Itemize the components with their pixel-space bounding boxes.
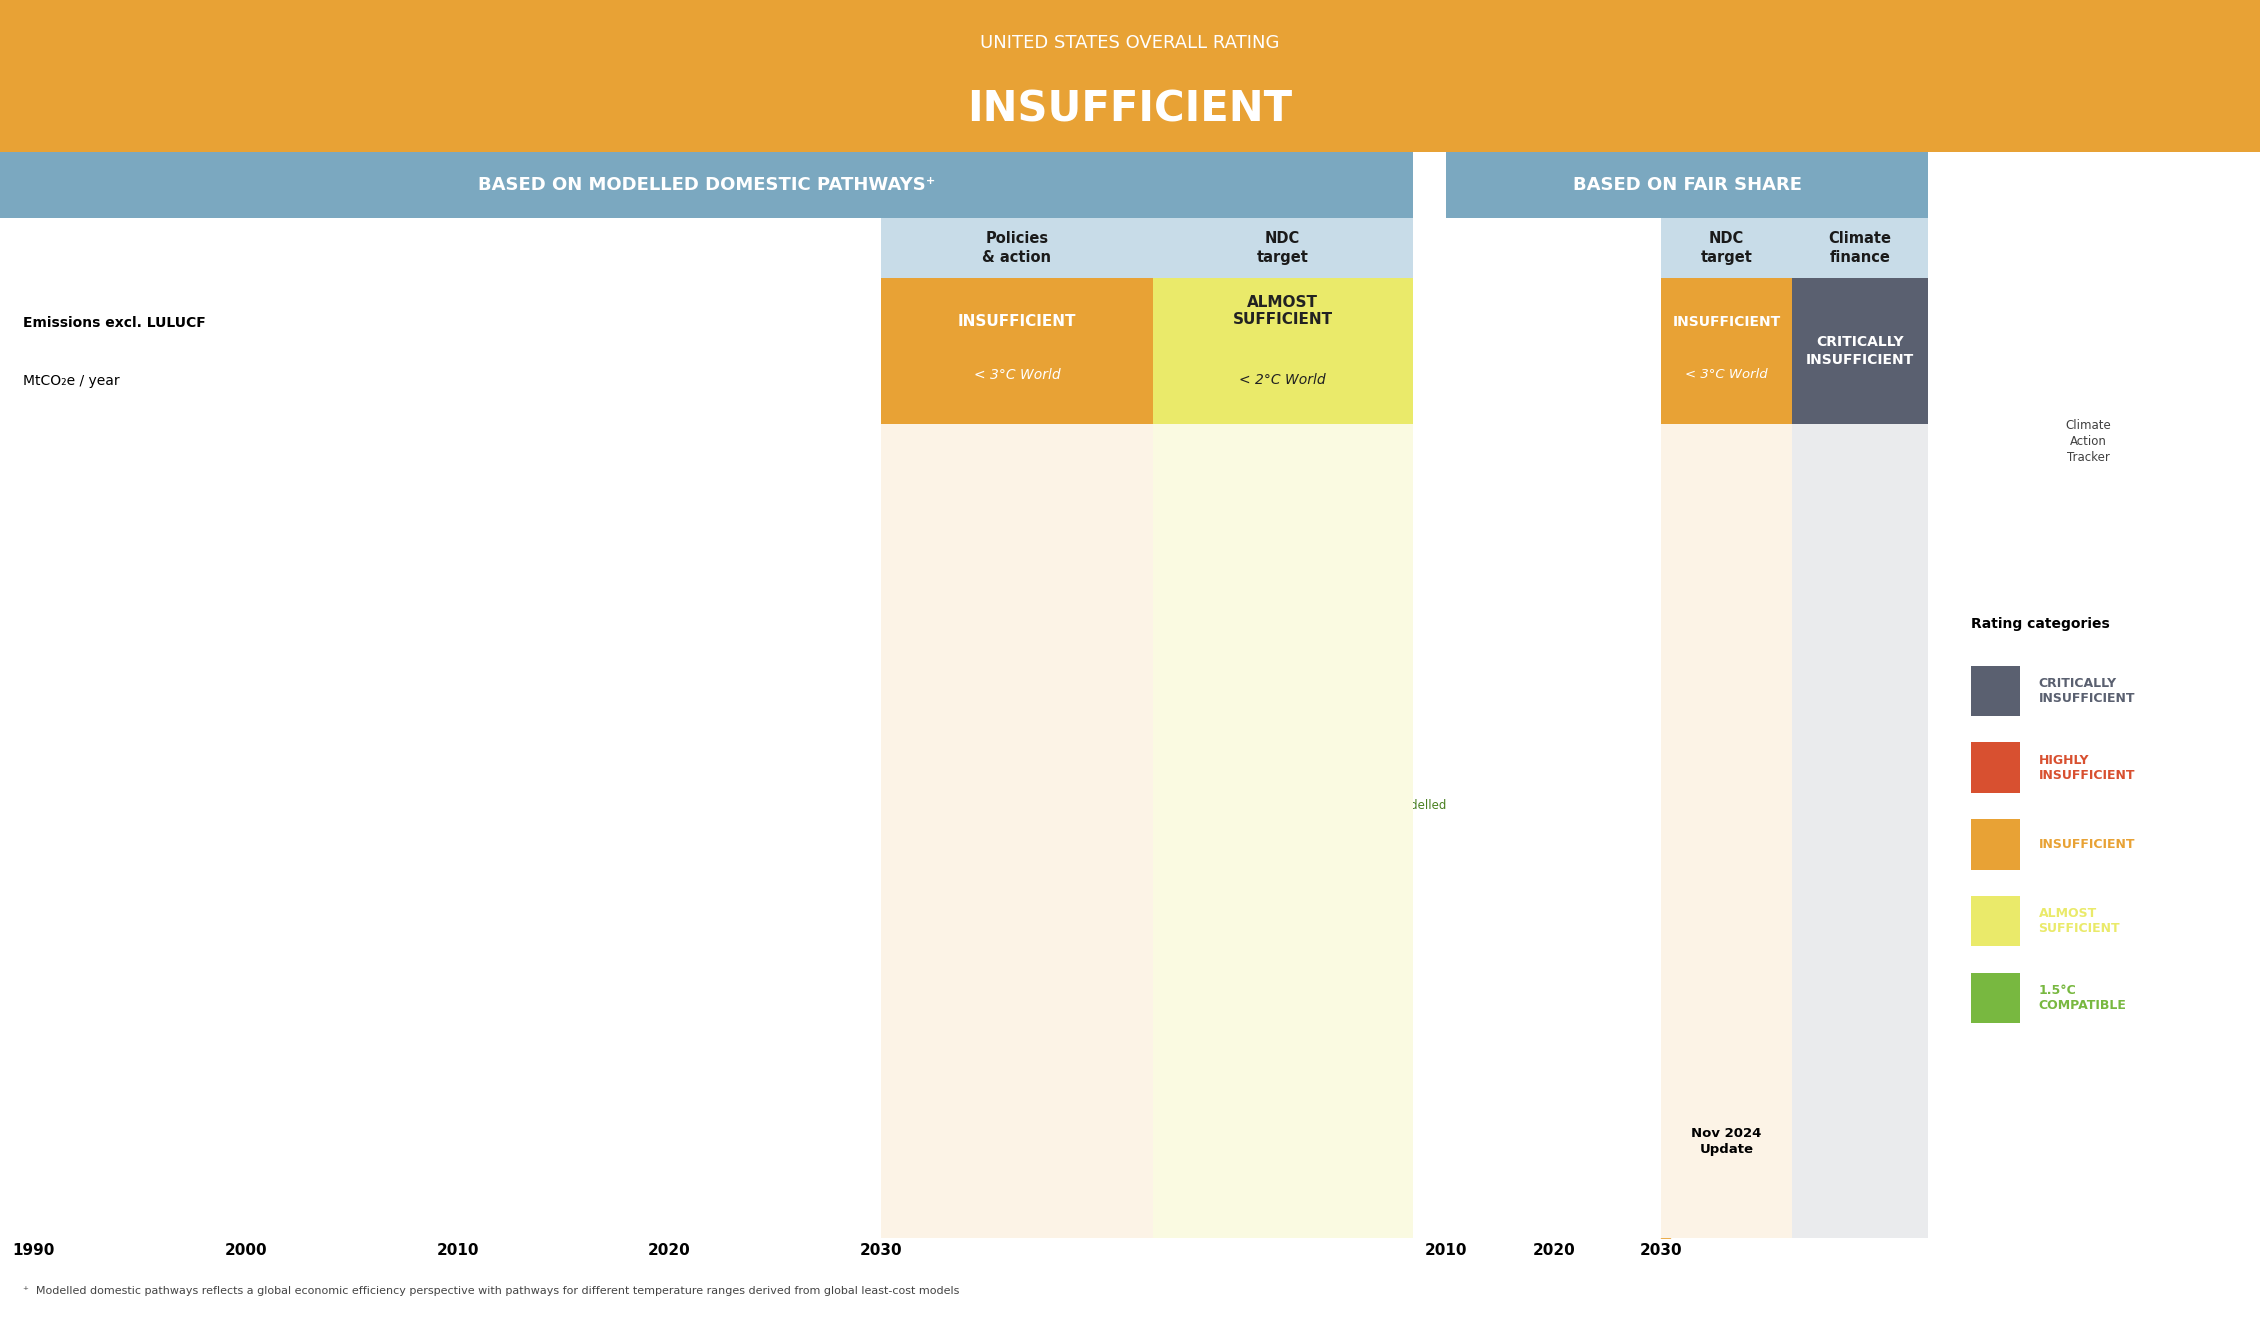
Text: Climate
finance: Climate finance [1828,232,1892,265]
Text: MtCO₂e / year: MtCO₂e / year [23,373,120,388]
Text: Land use & forests: Land use & forests [54,1186,179,1200]
Text: Emissions excl. LULUCF: Emissions excl. LULUCF [23,316,206,331]
Bar [0,152,1412,218]
Bar [1661,278,1792,424]
Text: INSUFFICIENT: INSUFFICIENT [967,89,1293,130]
Text: Nov 2024
Update: Nov 2024 Update [1690,1128,1763,1156]
Bar [1153,278,1412,424]
Text: HIGHLY
INSUFFICIENT: HIGHLY INSUFFICIENT [2039,753,2136,781]
Text: 1.5°C
COMPATIBLE: 1.5°C COMPATIBLE [2039,984,2127,1012]
Text: Rating categories: Rating categories [1971,617,2109,630]
Text: < 2°C World: < 2°C World [1238,373,1327,387]
Text: Policies
& action: Policies & action [1589,598,1641,626]
Text: Policies
& action: Policies & action [759,584,811,612]
Bar [1153,278,1412,1238]
Bar [1971,896,2020,947]
Text: 1.5°C modelled domestic pathway: 1.5°C modelled domestic pathway [497,800,701,813]
Bar [1661,278,1792,1238]
Text: NDC
target: NDC target [1257,232,1309,265]
Text: 1.5°C fair share: 1.5°C fair share [556,1005,649,1017]
Text: NDC
target: NDC target [1702,232,1752,265]
Text: INSUFFICIENT: INSUFFICIENT [1672,315,1781,328]
Bar [1661,218,1792,278]
Text: Historical: Historical [54,450,120,465]
Text: NDC target: NDC target [1663,710,1733,723]
Text: BASED ON FAIR SHARE: BASED ON FAIR SHARE [1573,176,1801,195]
Bar [1971,666,2020,716]
Bar [1446,278,1928,1238]
Bar [881,218,1153,278]
Text: ALMOST
SUFFICIENT: ALMOST SUFFICIENT [1232,295,1333,327]
Bar [0,278,1412,1238]
Bar [1792,218,1928,278]
Bar [1971,973,2020,1023]
Bar [1446,152,1928,218]
Text: Historical: Historical [1458,471,1523,486]
Text: ⁺  Modelled domestic pathways reflects a global economic efficiency perspective : ⁺ Modelled domestic pathways reflects a … [23,1286,958,1296]
Text: 1.5°C modelled domestic pathway: 1.5°C modelled domestic pathway [1356,800,1559,813]
Bar [881,278,1153,1238]
Text: Policies
& action: Policies & action [983,232,1051,265]
Text: UNITED STATES OVERALL RATING: UNITED STATES OVERALL RATING [981,34,1279,52]
Bar [1153,218,1412,278]
Text: CRITICALLY
INSUFFICIENT: CRITICALLY INSUFFICIENT [1806,335,1914,367]
Text: NDC target: NDC target [888,710,958,723]
Text: INSUFFICIENT: INSUFFICIENT [2039,838,2136,851]
Text: INSUFFICIENT: INSUFFICIENT [958,314,1076,330]
Text: 1.5°C fair share: 1.5°C fair share [1478,1005,1571,1017]
Text: < 3°C World: < 3°C World [1686,368,1767,381]
Text: < 3°C World: < 3°C World [974,368,1060,381]
Text: Climate
Action
Tracker: Climate Action Tracker [2066,418,2111,463]
Bar [881,278,1153,424]
Bar [1792,278,1928,424]
Bar [1971,820,2020,870]
Bar [1971,743,2020,793]
Text: BASED ON MODELLED DOMESTIC PATHWAYS⁺: BASED ON MODELLED DOMESTIC PATHWAYS⁺ [477,176,936,195]
Bar [0,0,2260,152]
Text: CRITICALLY
INSUFFICIENT: CRITICALLY INSUFFICIENT [2039,677,2136,704]
Bar [1792,278,1928,1238]
Text: ALMOST
SUFFICIENT: ALMOST SUFFICIENT [2039,907,2120,935]
